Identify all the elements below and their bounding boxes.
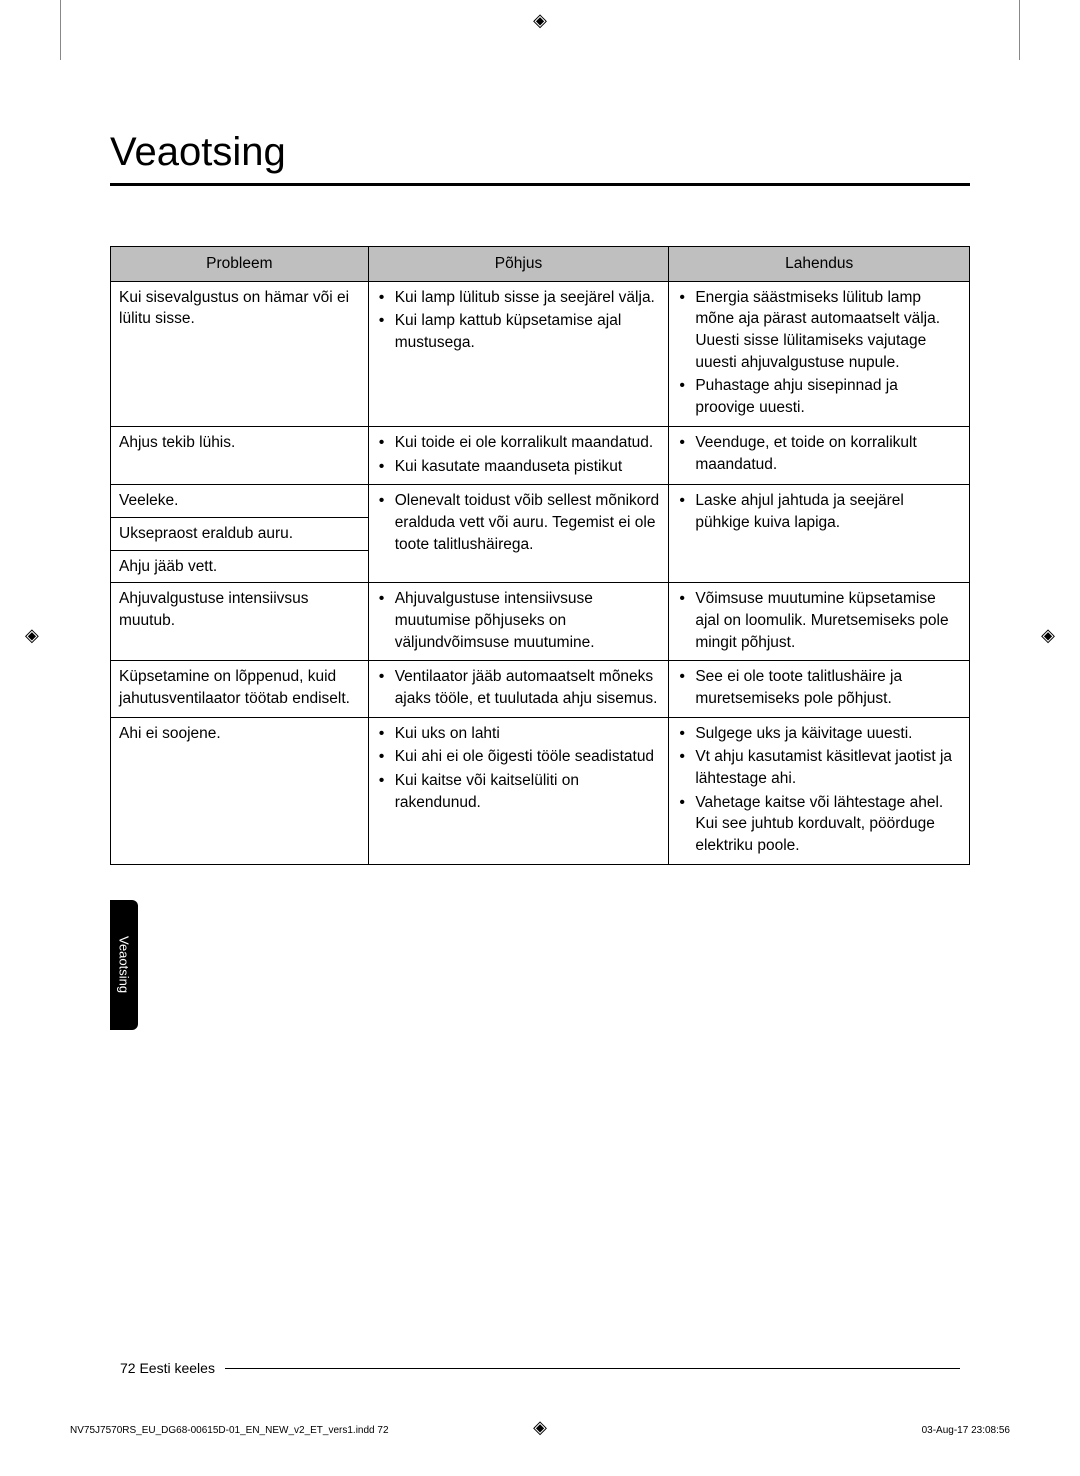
crop-mark: [1019, 0, 1020, 60]
problem-cell: Ahju jääb vett.: [111, 550, 369, 583]
list-item: Puhastage ahju sisepinnad ja proovige uu…: [677, 375, 961, 418]
list-item: See ei ole toote talitlushäire ja murets…: [677, 666, 961, 709]
col-header-solution: Lahendus: [669, 247, 970, 282]
list-item: Energia säästmiseks lülitub lamp mõne aj…: [677, 287, 961, 374]
print-filename: NV75J7570RS_EU_DG68-00615D-01_EN_NEW_v2_…: [70, 1425, 389, 1436]
table-row: Veeleke. Olenevalt toidust võib sellest …: [111, 485, 970, 518]
list-item: Ventilaator jääb automaatselt mõneks aja…: [377, 666, 661, 709]
cause-cell: Olenevalt toidust võib sellest mõnikord …: [368, 485, 669, 583]
table-row: Küpsetamine on lõppenud, kuid jahutusven…: [111, 661, 970, 717]
list-item: Ahjuvalgustuse intensiivsuse muutumise p…: [377, 588, 661, 653]
solution-cell: Laske ahjul jahtuda ja seejärel pühkige …: [669, 485, 970, 583]
table-row: Ahi ei soojene. Kui uks on lahti Kui ahi…: [111, 717, 970, 864]
list-item: Kui lamp kattub küpsetamise ajal mustuse…: [377, 310, 661, 353]
crop-mark: [60, 0, 61, 60]
cause-cell: Ventilaator jääb automaatselt mõneks aja…: [368, 661, 669, 717]
registration-mark-icon: ◈: [25, 625, 39, 646]
col-header-problem: Probleem: [111, 247, 369, 282]
cause-cell: Kui toide ei ole korralikult maandatud. …: [368, 426, 669, 484]
registration-mark-icon: ◈: [533, 10, 547, 31]
list-item: Kui toide ei ole korralikult maandatud.: [377, 432, 661, 454]
page-number: 72 Eesti keeles: [120, 1360, 215, 1376]
footer-divider: [225, 1368, 960, 1369]
table-row: Ahjus tekib lühis. Kui toide ei ole korr…: [111, 426, 970, 484]
list-item: Olenevalt toidust võib sellest mõnikord …: [377, 490, 661, 555]
solution-cell: Võimsuse muutumine küpsetamise ajal on l…: [669, 583, 970, 661]
footer: 72 Eesti keeles: [120, 1360, 960, 1376]
cause-cell: Kui uks on lahti Kui ahi ei ole õigesti …: [368, 717, 669, 864]
print-info: NV75J7570RS_EU_DG68-00615D-01_EN_NEW_v2_…: [70, 1425, 1010, 1436]
list-item: Veenduge, et toide on korralikult maanda…: [677, 432, 961, 475]
list-item: Laske ahjul jahtuda ja seejärel pühkige …: [677, 490, 961, 533]
solution-cell: Veenduge, et toide on korralikult maanda…: [669, 426, 970, 484]
print-timestamp: 03-Aug-17 23:08:56: [922, 1425, 1010, 1436]
list-item: Sulgege uks ja käivitage uuesti.: [677, 723, 961, 745]
problem-cell: Ahjuvalgustuse intensiivsus muutub.: [111, 583, 369, 661]
troubleshooting-table: Probleem Põhjus Lahendus Kui sisevalgust…: [110, 246, 970, 865]
table-row: Kui sisevalgustus on hämar või ei lülitu…: [111, 281, 970, 426]
problem-cell: Ahi ei soojene.: [111, 717, 369, 864]
page-title: Veaotsing: [110, 130, 970, 175]
list-item: Vt ahju kasutamist käsitlevat jaotist ja…: [677, 746, 961, 789]
cause-cell: Kui lamp lülitub sisse ja seejärel välja…: [368, 281, 669, 426]
list-item: Võimsuse muutumine küpsetamise ajal on l…: [677, 588, 961, 653]
problem-cell: Kui sisevalgustus on hämar või ei lülitu…: [111, 281, 369, 426]
problem-cell: Uksepraost eraldub auru.: [111, 517, 369, 550]
side-tab: Veaotsing: [110, 900, 138, 1030]
solution-cell: Energia säästmiseks lülitub lamp mõne aj…: [669, 281, 970, 426]
solution-cell: Sulgege uks ja käivitage uuesti. Vt ahju…: [669, 717, 970, 864]
list-item: Vahetage kaitse või lähtestage ahel. Kui…: [677, 792, 961, 857]
list-item: Kui kasutate maanduseta pistikut: [377, 456, 661, 478]
registration-mark-icon: ◈: [1041, 625, 1055, 646]
list-item: Kui ahi ei ole õigesti tööle seadistatud: [377, 746, 661, 768]
list-item: Kui uks on lahti: [377, 723, 661, 745]
problem-cell: Küpsetamine on lõppenud, kuid jahutusven…: [111, 661, 369, 717]
table-row: Ahjuvalgustuse intensiivsus muutub. Ahju…: [111, 583, 970, 661]
list-item: Kui kaitse või kaitselüliti on rakendunu…: [377, 770, 661, 813]
col-header-cause: Põhjus: [368, 247, 669, 282]
problem-cell: Veeleke.: [111, 485, 369, 518]
solution-cell: See ei ole toote talitlushäire ja murets…: [669, 661, 970, 717]
problem-cell: Ahjus tekib lühis.: [111, 426, 369, 484]
cause-cell: Ahjuvalgustuse intensiivsuse muutumise p…: [368, 583, 669, 661]
title-divider: [110, 183, 970, 186]
list-item: Kui lamp lülitub sisse ja seejärel välja…: [377, 287, 661, 309]
